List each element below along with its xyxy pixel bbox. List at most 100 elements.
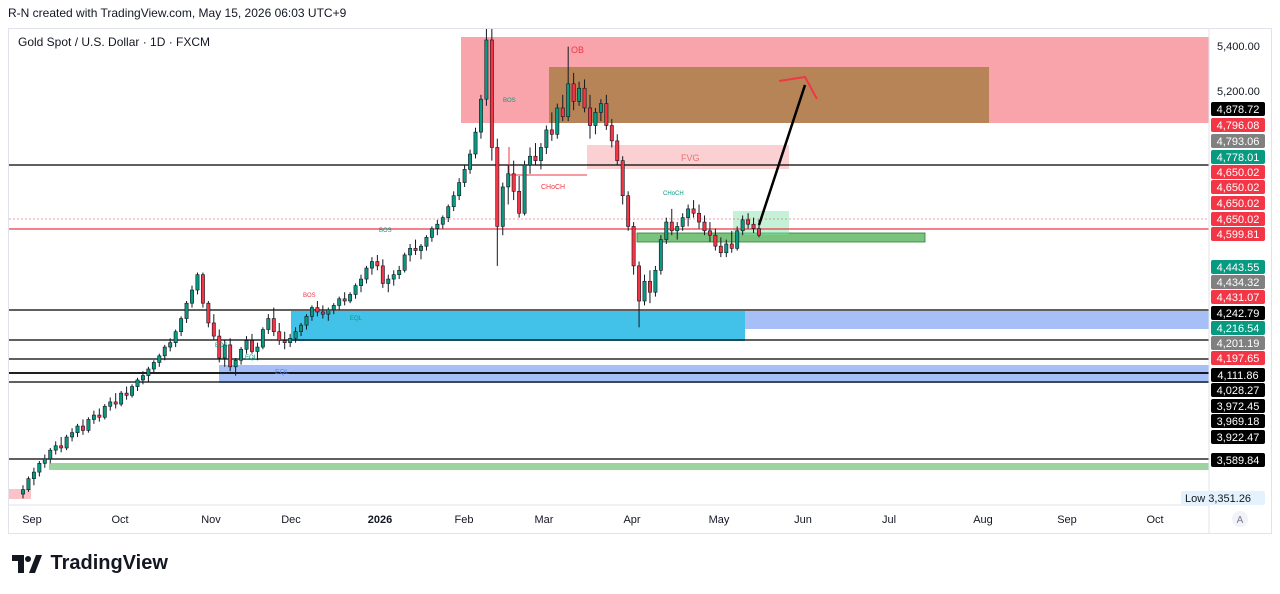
candle-body [555,107,560,135]
price-label: 3,969.18 [1217,416,1260,428]
candle-body [48,449,53,460]
annotation-label: BOS [303,293,316,299]
candle-body [315,307,320,313]
price-label: 4,434.32 [1217,277,1260,289]
candle-body [533,155,538,161]
order-block-inner [549,67,989,123]
demand-zone-extension [745,311,1209,329]
bullish-zone [636,232,926,243]
candle-body [757,228,761,236]
annotation-label: BOS [379,228,392,234]
left-marker-zone [9,489,31,499]
price-label-tag [1211,260,1265,274]
candle-body [457,182,462,197]
candle-body [173,331,178,343]
candle-body [337,298,342,306]
price-label: 4,443.55 [1217,262,1260,274]
candle-body [222,344,227,359]
candle-body [299,324,303,333]
candle-body [342,298,347,302]
price-label: 3,589.84 [1217,455,1260,467]
time-tick-label: Aug [973,514,993,526]
footer: TradingView [12,552,168,578]
price-label: 4,778.01 [1217,152,1260,164]
candle-body [593,112,598,126]
candle-body [489,39,494,148]
candle-body [195,274,200,291]
candle-body [64,436,69,449]
candle-body [517,191,522,214]
time-tick-label: May [709,514,730,526]
price-label: 4,650.02 [1217,214,1260,226]
candle-body [31,471,36,479]
candle-body [119,392,124,405]
candle-body [162,346,167,357]
price-label: 4,650.02 [1217,198,1260,210]
price-label: 3,972.45 [1217,401,1260,413]
candle-body [446,206,451,218]
candle-body [462,169,467,183]
candle-body [544,129,549,148]
price-label: 4,796.08 [1217,120,1260,132]
price-label-tag [1211,368,1265,382]
demand-zone [291,311,745,341]
candle-body [353,285,358,295]
candle-body [146,368,151,376]
candle-body [691,208,696,214]
candle-body [135,379,140,387]
candle-body [479,98,483,133]
price-label: 4,028.27 [1217,385,1260,397]
candle-body [141,375,145,381]
candlestick-chart[interactable]: OB FVG BOS BOS BOS BOS CHoCH EQL EQL EQL CHoCH 5,4… [9,29,1272,534]
candle-body [468,153,472,170]
candle-body [424,237,429,247]
candle-body [419,245,423,251]
candle-body [615,140,620,161]
time-axis: Sep Oct Nov Dec 2026 Feb Mar Apr May Jun Jul Aug Sep… [22,511,1248,527]
candle-body [648,280,652,293]
price-label-tag [1211,165,1265,179]
candle-body [108,401,113,407]
time-tick-label: Jul [882,514,896,526]
price-label: 4,878.72 [1217,104,1260,116]
price-tick-label: 5,400.00 [1217,41,1260,53]
lower-demand-zone [219,365,1209,383]
candle-body [626,195,631,227]
candle-body [500,186,505,227]
price-label: 4,216.54 [1217,323,1260,335]
candle-body [751,223,756,229]
candle-body [391,274,396,280]
candle-body [200,274,205,304]
candle-body [429,228,434,238]
price-label-tag [1211,180,1265,194]
annotation-label: BOS [215,343,228,349]
candle-body [26,478,31,490]
chart-panel[interactable]: OB FVG BOS BOS BOS BOS CHoCH EQL EQL EQL CHoCH 5,4… [8,28,1272,534]
annotation-label: FVG [681,153,700,163]
candle-body [233,359,238,368]
time-tick-label: Apr [623,514,640,526]
time-tick-label: Sep [1057,514,1077,526]
candle-body [473,131,478,155]
price-label-tag [1211,118,1265,132]
price-label: 4,599.81 [1217,229,1260,241]
time-tick-label: Dec [281,514,301,526]
candle-body [124,392,129,396]
candle-body [70,432,75,438]
candle-body [582,87,587,109]
candle-body [538,147,543,161]
candle-body [577,87,582,102]
annotation-label: CHoCH [663,191,684,197]
price-label: 4,650.02 [1217,182,1260,194]
candle-body [724,243,729,254]
candle-body [310,307,314,317]
price-label: 3,922.47 [1217,432,1260,444]
price-label-tag [1211,290,1265,304]
candle-body [560,107,565,118]
candle-body [288,337,293,343]
candle-body [435,223,440,229]
price-label-tag [1211,399,1265,413]
candle-body [522,164,527,214]
price-axis: 5,400.00 5,200.00 4,878.72 4,796.08 4,793.06… [1181,41,1265,505]
candle-body [729,243,734,249]
